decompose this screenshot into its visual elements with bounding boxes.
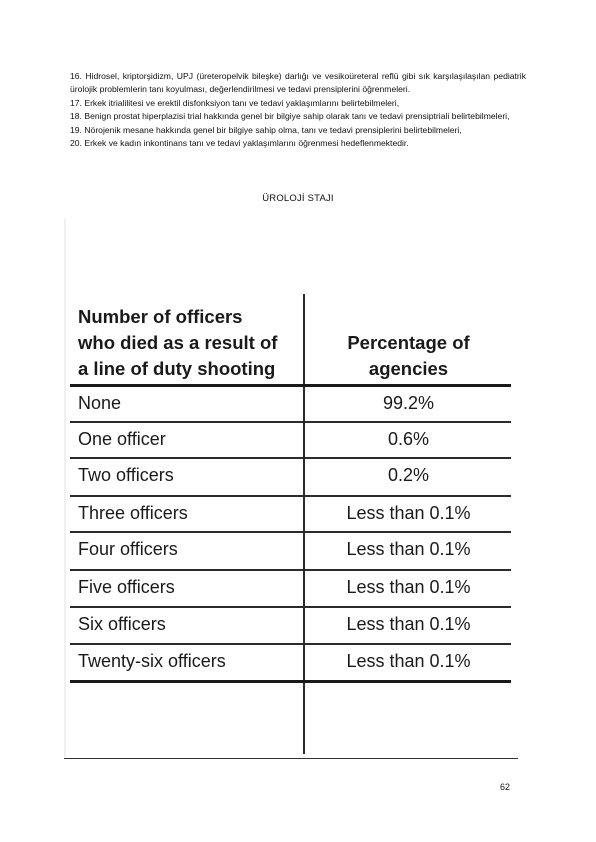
objective-16: 16. Hidrosel, kriptorşidizm, UPJ (üreter…: [70, 71, 526, 95]
row-label: Four officers: [78, 539, 178, 559]
figure-left-shade: [64, 218, 66, 758]
row-label: Six officers: [78, 614, 166, 634]
section-title: ÜROLOJİ STAJI: [262, 193, 334, 204]
objective-17: 17. Erkek itrialilitesi ve erektil disfo…: [70, 97, 400, 108]
row-value: Less than 0.1%: [346, 503, 471, 523]
table-row: None 99.2%: [70, 384, 511, 423]
header-left-line-1: Number of officers: [78, 306, 243, 327]
header-right-line-2: agencies: [368, 358, 449, 379]
table-row: Three officers Less than 0.1%: [70, 495, 511, 533]
table-row: One officer 0.6%: [70, 421, 511, 459]
row-value: Less than 0.1%: [346, 539, 471, 559]
row-value: Less than 0.1%: [346, 651, 471, 671]
table-bottom-rule: [70, 680, 511, 683]
row-label: None: [78, 393, 122, 413]
header-number-of-officers: Number of officers who died as a result …: [78, 304, 300, 382]
table-row: Five officers Less than 0.1%: [70, 569, 511, 607]
objectives-text: 16. Hidrosel, kriptorşidizm, UPJ (üreter…: [70, 70, 526, 150]
objective-20: 20. Erkek ve kadın inkontinans tanı ve t…: [70, 138, 409, 149]
row-label: One officer: [78, 429, 166, 449]
table-row: Six officers Less than 0.1%: [70, 606, 511, 644]
row-label: Three officers: [78, 503, 188, 523]
row-label: Twenty-six officers: [78, 651, 226, 671]
officers-table: Number of officers who died as a result …: [70, 294, 511, 758]
objective-18: 18. Benign prostat hiperplazisi trial ha…: [70, 111, 510, 122]
header-left-line-2: who died as a result of: [78, 332, 278, 353]
row-value: Less than 0.1%: [346, 577, 471, 597]
row-value: 0.2%: [387, 465, 430, 485]
header-percentage-of-agencies: Percentage of agencies: [306, 330, 511, 382]
row-label: Five officers: [78, 577, 175, 597]
row-value: 0.6%: [387, 429, 430, 449]
row-value: 99.2%: [382, 393, 435, 413]
table-row: Four officers Less than 0.1%: [70, 531, 511, 569]
row-value: Less than 0.1%: [346, 614, 471, 634]
table-figure: Number of officers who died as a result …: [64, 218, 518, 758]
row-label: Two officers: [78, 465, 174, 485]
header-right-line-1: Percentage of: [347, 332, 470, 353]
footer-rule: [64, 758, 518, 759]
table-row: Twenty-six officers Less than 0.1%: [70, 643, 511, 681]
column-divider: [303, 294, 305, 754]
objective-19: 19. Nörojenik mesane hakkında genel bir …: [70, 124, 462, 135]
page-number: 62: [500, 782, 511, 792]
header-left-line-3: a line of duty shooting: [78, 358, 276, 379]
table-row: Two officers 0.2%: [70, 457, 511, 495]
